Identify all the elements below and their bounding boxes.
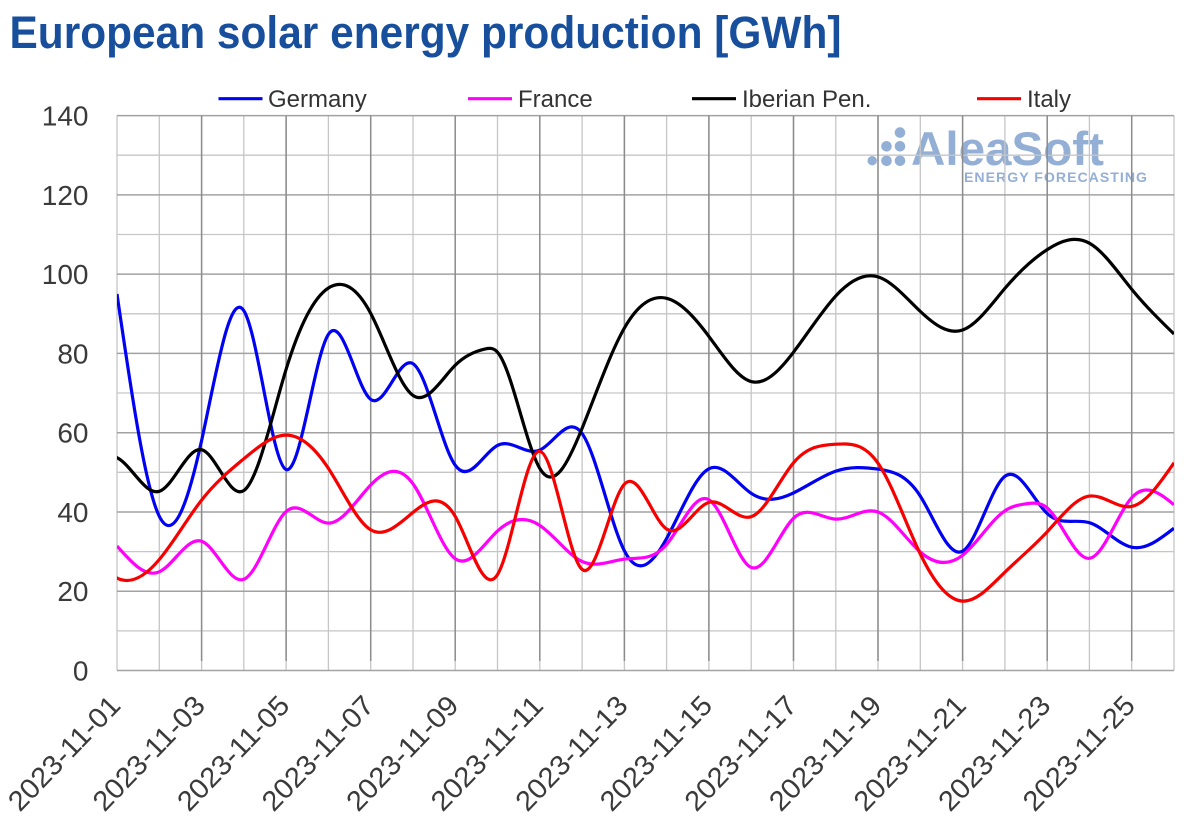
svg-text:60: 60 xyxy=(57,418,88,449)
svg-text:European solar energy producti: European solar energy production [GWh] xyxy=(10,7,842,58)
svg-text:120: 120 xyxy=(42,180,89,211)
svg-text:Germany: Germany xyxy=(268,86,367,113)
svg-text:140: 140 xyxy=(42,101,89,132)
svg-text:Italy: Italy xyxy=(1027,86,1071,113)
svg-text:0: 0 xyxy=(73,656,89,687)
svg-text:40: 40 xyxy=(57,497,88,528)
svg-text:20: 20 xyxy=(57,576,88,607)
svg-text:ENERGY FORECASTING: ENERGY FORECASTING xyxy=(964,169,1148,185)
svg-text:100: 100 xyxy=(42,259,89,290)
svg-text:Iberian Pen.: Iberian Pen. xyxy=(742,86,871,113)
svg-text:80: 80 xyxy=(57,338,88,369)
svg-text:France: France xyxy=(518,86,593,113)
svg-text:AleaSoft: AleaSoft xyxy=(911,122,1104,175)
